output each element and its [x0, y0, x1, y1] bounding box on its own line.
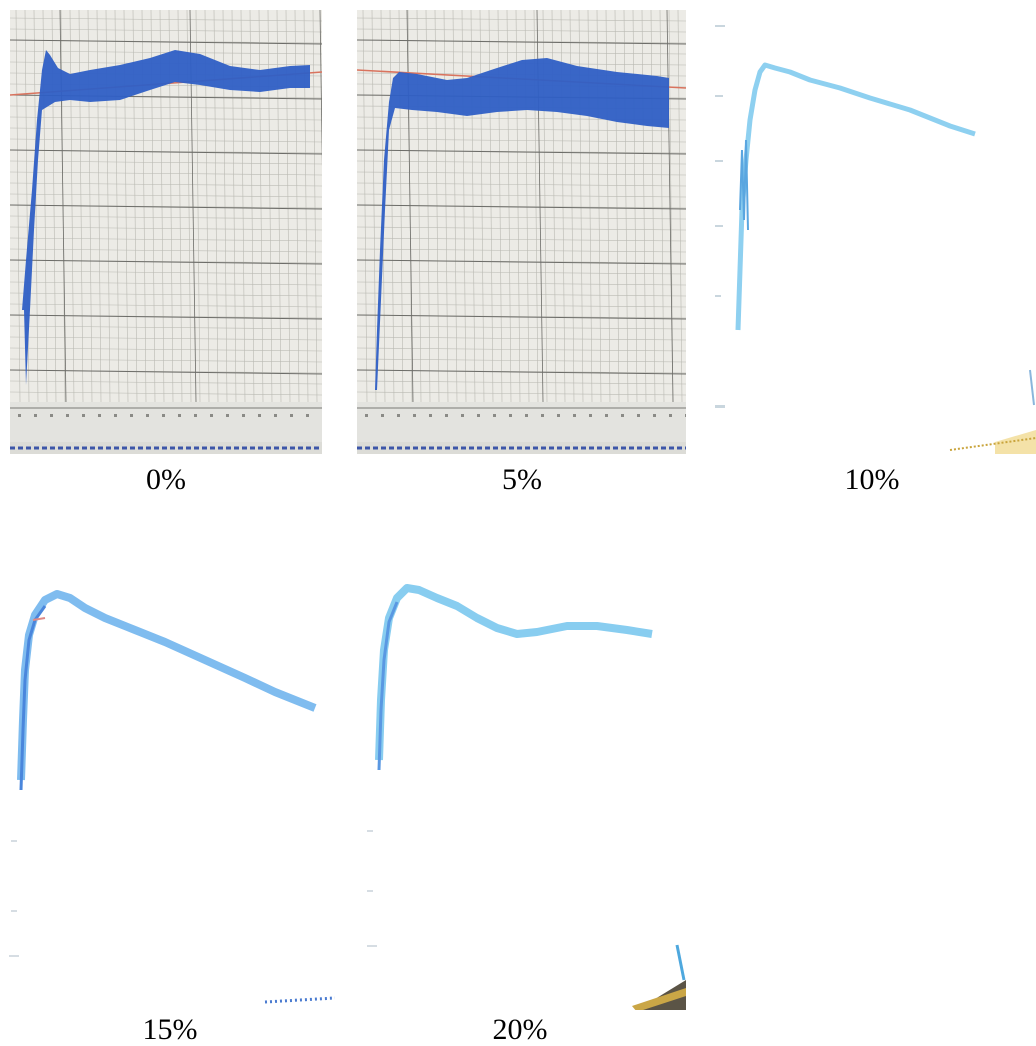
panel-caption-1: 5%	[502, 463, 542, 496]
recording-photo-0-percent	[10, 10, 322, 454]
recording-photo-10-svg	[710, 10, 1036, 454]
recording-photo-20-svg	[357, 580, 686, 1010]
panel-caption-2: 10%	[844, 463, 900, 496]
recording-photo-10-percent	[710, 10, 1036, 454]
recording-photo-15-svg	[5, 580, 335, 1010]
panel-caption-4: 20%	[492, 1013, 548, 1046]
recording-photo-5-svg	[357, 10, 686, 454]
panel-caption-3: 15%	[142, 1013, 198, 1046]
recording-photo-5-percent	[357, 10, 686, 454]
recording-photo-20-percent	[357, 580, 686, 1010]
recording-photo-15-percent	[5, 580, 335, 1010]
recording-photo-0-svg	[10, 10, 322, 454]
panel-caption-0: 0%	[146, 463, 186, 496]
